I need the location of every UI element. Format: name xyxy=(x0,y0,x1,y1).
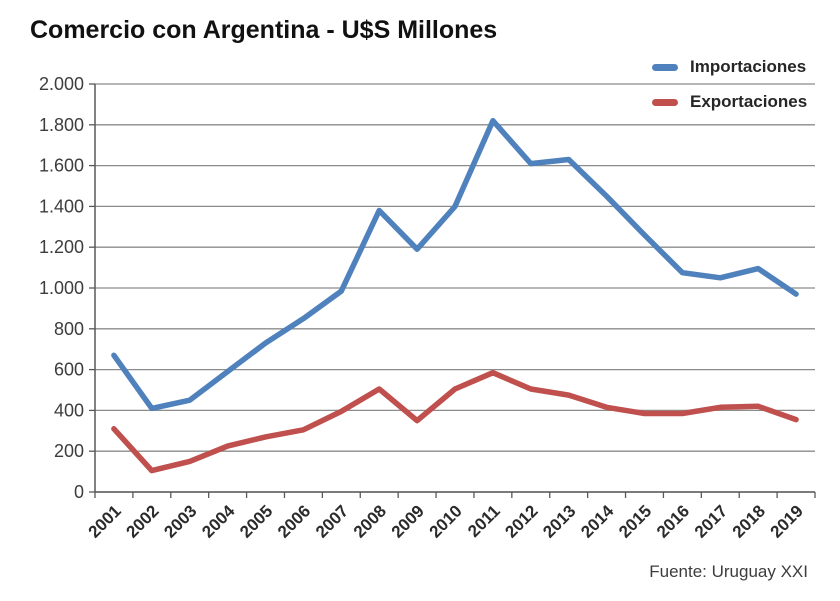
importaciones-line xyxy=(111,117,799,412)
x-tick-label: 2006 xyxy=(274,501,314,541)
y-tick-label: 600 xyxy=(54,360,84,380)
x-tick-label: 2003 xyxy=(160,501,200,541)
y-tick-label: 800 xyxy=(54,319,84,339)
y-tick-label: 200 xyxy=(54,441,84,461)
x-tick-label: 2007 xyxy=(312,501,352,541)
exportaciones-line-marker-icon xyxy=(652,98,678,106)
x-tick-label: 2008 xyxy=(350,501,390,541)
x-tick-label: 2012 xyxy=(501,501,541,541)
x-tick-label: 2014 xyxy=(577,501,618,542)
y-tick-label: 1.200 xyxy=(39,237,84,257)
y-tick-label: 1.000 xyxy=(39,278,84,298)
y-tick-label: 1.400 xyxy=(39,196,84,216)
x-tick-label: 2001 xyxy=(85,501,125,541)
legend-label-exportaciones: Exportaciones xyxy=(690,92,808,111)
x-tick-label: 2013 xyxy=(539,501,579,541)
y-tick-label: 1.600 xyxy=(39,156,84,176)
x-tick-label: 2002 xyxy=(122,501,162,541)
x-tick-label: 2009 xyxy=(388,501,428,541)
y-tick-label: 0 xyxy=(74,482,84,502)
exportaciones-line xyxy=(111,369,799,474)
x-tick-label: 2018 xyxy=(729,501,769,541)
x-tick-label: 2005 xyxy=(236,501,276,541)
x-tick-label: 2017 xyxy=(691,501,731,541)
source-note: Fuente: Uruguay XXI xyxy=(649,562,808,581)
x-tick-label: 2011 xyxy=(464,501,504,541)
legend-item-exportaciones: Exportaciones xyxy=(652,91,807,113)
legend: Importaciones Exportaciones xyxy=(652,56,807,113)
x-tick-label: 2016 xyxy=(653,501,693,541)
x-tick-label: 2004 xyxy=(198,501,239,542)
y-tick-label: 2.000 xyxy=(39,74,84,94)
y-tick-label: 1.800 xyxy=(39,115,84,135)
x-tick-label: 2010 xyxy=(426,501,466,541)
y-tick-label: 400 xyxy=(54,400,84,420)
x-tick-label: 2019 xyxy=(767,501,807,541)
x-tick-label: 2015 xyxy=(615,501,655,541)
legend-label-importaciones: Importaciones xyxy=(690,57,807,76)
chart-title: Comercio con Argentina - U$S Millones xyxy=(30,16,498,44)
legend-item-importaciones: Importaciones xyxy=(652,56,807,78)
importaciones-line-marker-icon xyxy=(652,63,678,71)
